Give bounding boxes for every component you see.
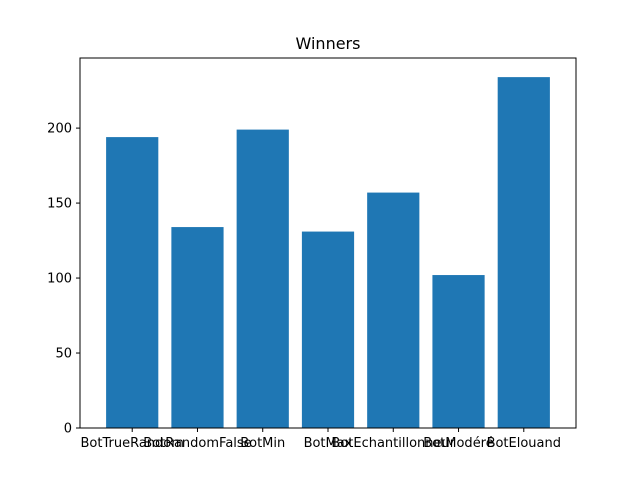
plot-frame xyxy=(79,57,577,429)
bar-0 xyxy=(106,137,159,429)
bar-6 xyxy=(497,77,550,429)
chart-title: Winners xyxy=(296,34,361,53)
bar-5 xyxy=(432,275,485,428)
x-tick-label-0: BotTrueRandom xyxy=(81,436,184,451)
y-tick-label-4: 200 xyxy=(47,122,72,137)
y-tick-label-3: 150 xyxy=(47,197,72,212)
bar-2 xyxy=(236,129,289,428)
x-tick-label-2: BotMin xyxy=(240,436,285,451)
bars-group xyxy=(106,77,550,429)
x-tick-label-3: BotMax xyxy=(304,436,353,451)
y-tick-label-1: 50 xyxy=(55,347,72,362)
x-tick-label-5: BotModéré xyxy=(423,436,493,451)
x-tick-label-1: BotRandomFalse xyxy=(143,436,251,451)
x-tick-label-4: BotEchantillonneur xyxy=(331,436,455,451)
bar-3 xyxy=(301,231,355,428)
x-tick-label-6: BotElouand xyxy=(487,436,561,451)
y-tick-label-0: 0 xyxy=(64,422,72,437)
y-axis: 0 50 100 150 200 xyxy=(47,122,80,437)
y-tick-label-2: 100 xyxy=(47,272,72,287)
bar-1 xyxy=(171,227,224,428)
bar-4 xyxy=(367,192,420,428)
